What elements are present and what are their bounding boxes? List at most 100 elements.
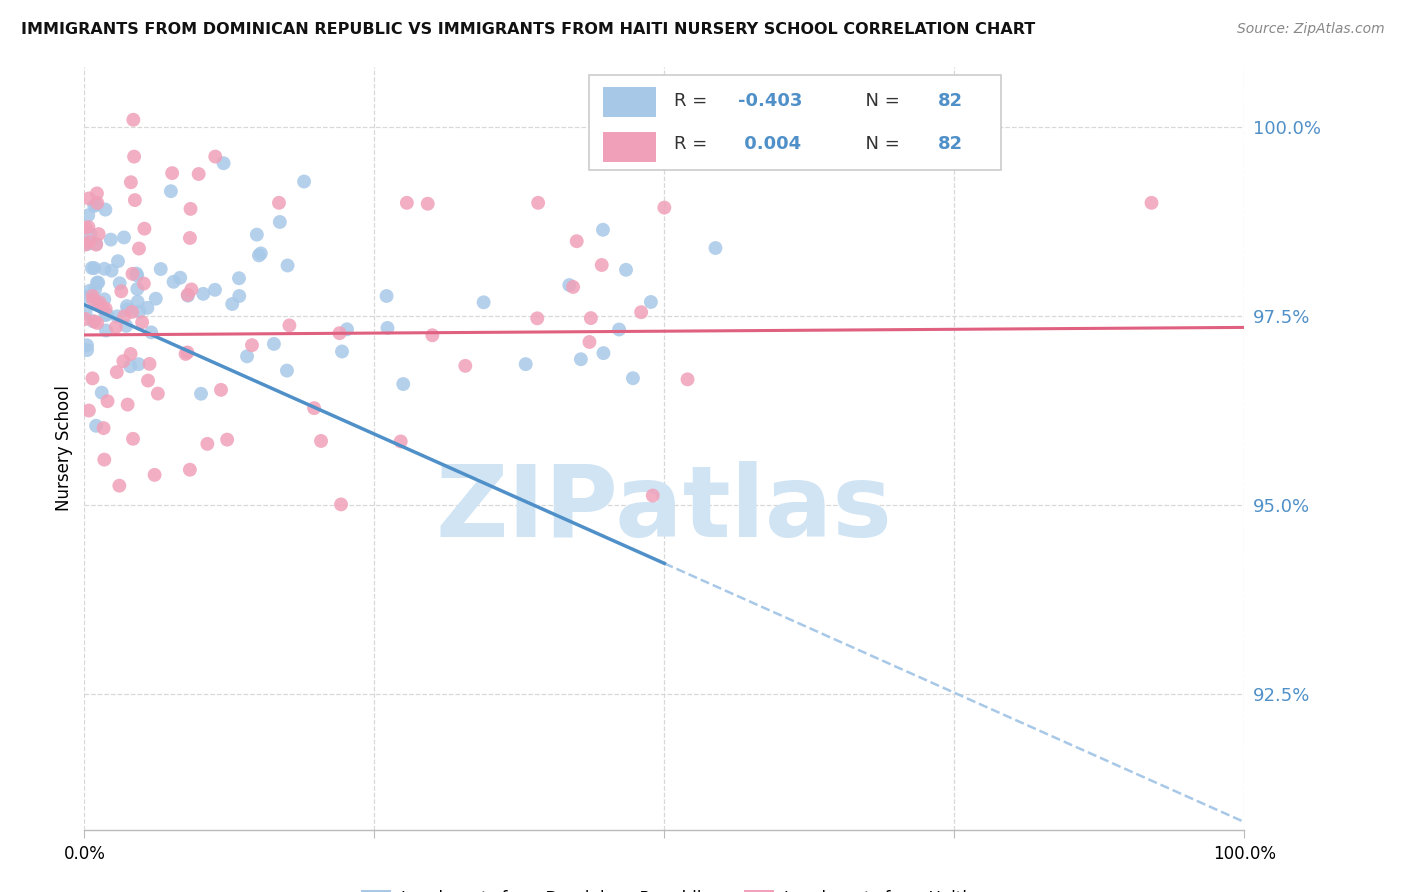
Point [292,175,315,189]
Point [267,195,290,210]
Point [630,305,652,319]
Point [614,262,637,277]
Point [82,289,104,303]
Point [143,467,166,482]
Point [108,479,131,493]
Point [160,166,183,180]
Point [240,338,263,352]
Point [389,434,412,449]
Point [704,241,727,255]
Point [125,267,148,281]
Point [121,305,143,319]
Point [77,220,100,235]
Point [96,307,118,321]
Point [278,318,301,333]
Point [193,286,215,301]
Point [112,310,135,324]
Point [422,328,444,343]
Point [127,294,149,309]
Point [115,318,138,333]
Point [190,386,212,401]
Point [145,292,167,306]
Point [122,432,145,446]
Point [204,283,226,297]
Text: N =: N = [853,135,905,153]
Point [107,254,129,268]
Point [136,301,159,315]
Point [84,237,107,252]
Point [75,305,97,319]
Point [83,314,105,328]
Point [302,401,325,416]
Point [134,221,156,235]
Text: -0.403: -0.403 [738,92,801,111]
Point [121,267,143,281]
Point [277,259,299,273]
Point [93,452,115,467]
Point [276,363,298,377]
Point [1140,195,1163,210]
Point [607,322,630,336]
Point [83,261,105,276]
Point [309,434,332,448]
Text: R =: R = [673,135,713,153]
Point [180,282,202,296]
Point [591,258,613,272]
Point [472,295,495,310]
Point [105,365,128,379]
Point [641,489,664,503]
Point [652,201,676,215]
Y-axis label: Nursery School: Nursery School [55,385,73,511]
Bar [603,132,657,162]
Point [87,276,110,290]
Point [84,236,107,251]
Point [269,215,291,229]
Point [526,311,548,326]
Point [86,276,108,290]
Point [162,275,184,289]
Point [93,261,115,276]
Point [228,289,250,303]
Point [676,372,699,386]
Point [86,316,108,330]
Point [621,371,644,385]
Point [250,246,273,260]
Point [131,315,153,329]
Point [128,242,150,256]
Point [146,386,169,401]
Point [565,234,588,248]
Point [87,227,110,241]
Point [94,301,117,316]
Point [128,304,150,318]
Point [329,326,352,341]
Point [76,236,98,251]
FancyBboxPatch shape [589,75,1001,169]
Point [212,156,235,170]
Point [562,280,585,294]
Point [86,186,108,201]
Point [640,295,662,310]
Point [77,208,100,222]
Point [110,285,132,299]
Point [180,202,202,216]
Point [174,347,197,361]
Point [89,295,111,310]
Point [330,344,353,359]
Point [120,347,142,361]
Point [115,299,138,313]
Point [204,150,226,164]
Point [375,289,398,303]
Point [187,167,209,181]
Point [117,398,139,412]
Point [79,284,101,298]
Point [160,184,183,198]
Point [82,371,104,385]
Point [82,293,104,308]
Point [454,359,477,373]
Point [592,223,614,237]
Point [75,237,97,252]
Point [132,277,155,291]
Point [96,394,118,409]
Point [246,227,269,242]
Point [84,197,107,211]
